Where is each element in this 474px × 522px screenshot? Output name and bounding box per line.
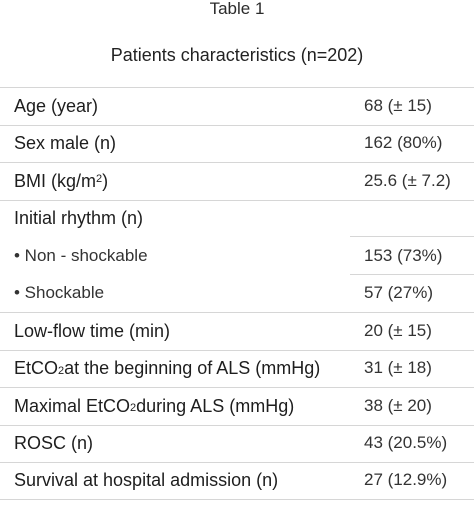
table-row-age: Age (year) 68 (± 15) xyxy=(0,87,474,125)
row-label-text: EtCO xyxy=(14,358,59,379)
row-label: • Non - shockable xyxy=(14,245,148,265)
row-label: BMI (kg/m 2) xyxy=(14,163,108,200)
row-label-subscript: 2 xyxy=(58,364,65,377)
row-value: 20 (± 15) xyxy=(364,320,432,340)
row-value: 68 (± 15) xyxy=(364,95,432,115)
row-label: Sex male (n) xyxy=(14,133,117,154)
table-row-maximal-etco2: Maximal EtCO 2 during ALS (mmHg) 38 (± 20… xyxy=(0,387,474,425)
row-label: Survival at hospital admission (n) xyxy=(14,470,279,491)
table-row-shockable: • Shockable 57 (27%) xyxy=(0,273,474,313)
characteristics-table: Age (year) 68 (± 15) Sex male (n) 162 (8… xyxy=(0,87,474,500)
row-label-text-end: at the beginning of ALS (mmHg) xyxy=(64,358,321,379)
row-label: Low-flow time (min) xyxy=(14,320,171,341)
row-value: 43 (20.5%) xyxy=(364,433,448,453)
row-label-text: Maximal EtCO xyxy=(14,395,131,416)
row-label: ROSC (n) xyxy=(14,433,94,454)
table-row-bmi: BMI (kg/m 2) 25.6 (± 7.2) xyxy=(0,162,474,200)
row-label: • Shockable xyxy=(14,283,105,303)
row-label-text-end: during ALS (mmHg) xyxy=(136,395,295,416)
table-row-low-flow-time: Low-flow time (min) 20 (± 15) xyxy=(0,312,474,350)
row-label: Initial rhythm (n) xyxy=(14,208,144,229)
table-row-non-shockable: • Non - shockable 153 (73%) xyxy=(0,236,474,275)
table-number: Table 1 xyxy=(209,0,265,18)
row-label: EtCO 2 at the beginning of ALS (mmHg) xyxy=(14,351,320,388)
row-label-superscript: 2 xyxy=(96,173,103,186)
row-label-subscript: 2 xyxy=(130,402,137,415)
table-row-rosc: ROSC (n) 43 (20.5%) xyxy=(0,424,474,463)
row-label-text: BMI (kg/m xyxy=(14,170,97,191)
table-caption: Patients characteristics (n=202) xyxy=(110,45,364,65)
row-value: 27 (12.9%) xyxy=(364,470,448,490)
row-value: 25.6 (± 7.2) xyxy=(364,170,451,190)
table-row-survival: Survival at hospital admission (n) 27 (1… xyxy=(0,462,474,500)
row-label: Maximal EtCO 2 during ALS (mmHg) xyxy=(14,388,294,425)
table-row-sex-male: Sex male (n) 162 (80%) xyxy=(0,124,474,163)
row-value: 153 (73%) xyxy=(350,236,474,275)
row-label-text-end: ) xyxy=(102,170,109,191)
row-label: Age (year) xyxy=(14,95,99,116)
table-row-initial-rhythm: Initial rhythm (n) xyxy=(0,199,474,238)
row-value: 57 (27%) xyxy=(350,273,474,313)
row-value: 38 (± 20) xyxy=(364,395,432,415)
table-row-etco2-beginning: EtCO 2 at the beginning of ALS (mmHg) 31 … xyxy=(0,349,474,388)
row-value: 31 (± 18) xyxy=(364,358,432,378)
row-value: 162 (80%) xyxy=(364,133,443,153)
